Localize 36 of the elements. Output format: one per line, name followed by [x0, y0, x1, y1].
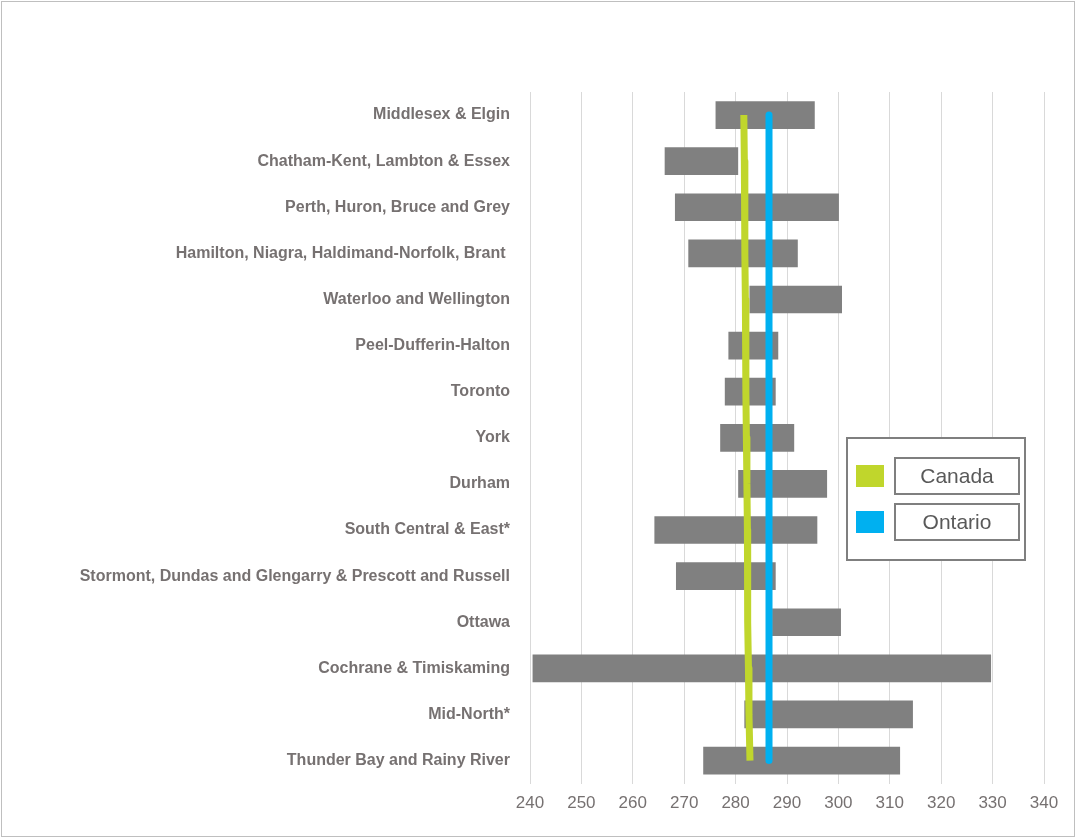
- bar: [749, 285, 842, 314]
- y-tick-label: Cochrane & Timiskaming: [318, 658, 510, 676]
- bar: [703, 746, 901, 775]
- x-tick-label: 270: [670, 793, 699, 813]
- legend-label: Ontario: [894, 503, 1020, 541]
- y-tick-label: Toronto: [450, 382, 511, 400]
- y-tick-label: Mid-North*: [428, 704, 511, 722]
- bar: [654, 516, 818, 544]
- x-tick-label: 300: [824, 793, 853, 813]
- y-tick-label: Middlesex & Elgin: [373, 105, 510, 123]
- x-tick-label: 340: [1029, 793, 1059, 813]
- y-tick-label: Perth, Huron, Bruce and Grey: [285, 197, 511, 215]
- y-tick-label: York: [475, 428, 511, 446]
- legend-label: Canada: [894, 457, 1020, 495]
- x-tick-label: 280: [721, 793, 750, 813]
- bar: [532, 654, 992, 683]
- x-tick-label: 310: [875, 793, 904, 813]
- y-tick-label: Peel-Dufferin-Halton: [355, 335, 510, 353]
- x-tick-label: 240: [515, 793, 545, 813]
- y-tick-label: South Central & East*: [344, 520, 511, 538]
- y-tick-label: Stormont, Dundas and Glengarry & Prescott and Russell: [79, 566, 510, 584]
- bar: [772, 608, 841, 637]
- x-tick-label: 260: [618, 793, 647, 813]
- x-tick-label: 320: [927, 793, 956, 813]
- x-tick-label: 330: [978, 793, 1007, 813]
- y-tick-label: Chatham-Kent, Lambton & Essex: [257, 151, 511, 169]
- x-tick-label: 250: [567, 793, 596, 813]
- bar: [715, 101, 815, 129]
- y-tick-label: Durham: [449, 474, 510, 492]
- x-tick-label: 290: [772, 793, 802, 813]
- bar: [674, 193, 839, 222]
- y-tick-label: Hamilton, Niagra, Haldimand-Norfolk, Brant: [175, 243, 510, 261]
- bar: [664, 147, 739, 175]
- y-tick-label: Ottawa: [456, 612, 511, 630]
- y-tick-label: Waterloo and Wellington: [323, 289, 510, 307]
- y-tick-label: Thunder Bay and Rainy River: [286, 750, 510, 768]
